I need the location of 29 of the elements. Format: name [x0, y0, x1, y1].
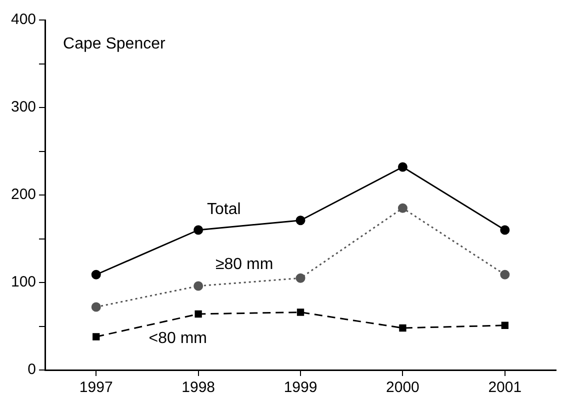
- series-label: <80 mm: [148, 330, 208, 347]
- point: [296, 273, 306, 283]
- x-tick-label: 1999: [284, 379, 318, 396]
- y-tick-label: 200: [10, 186, 36, 204]
- point: [91, 302, 101, 312]
- y-tick-label: 400: [10, 11, 36, 28]
- point: [194, 281, 204, 291]
- point: [194, 225, 204, 235]
- point: [91, 270, 101, 280]
- series-label: Total: [206, 201, 241, 218]
- x-tick-label: 2000: [386, 379, 420, 396]
- point: [399, 324, 406, 332]
- point: [296, 216, 306, 226]
- series-label: ≥80 mm: [215, 256, 274, 273]
- point: [500, 225, 510, 235]
- point: [92, 333, 100, 340]
- x-tick-label: 2001: [488, 379, 522, 396]
- x-tick-label: 1998: [182, 379, 216, 396]
- annotation: Cape Spencer: [63, 35, 166, 52]
- point: [501, 322, 508, 329]
- point: [296, 308, 304, 316]
- point: [194, 310, 202, 318]
- point: [398, 203, 408, 213]
- point: [398, 162, 408, 172]
- y-tick-label: 300: [10, 98, 36, 116]
- point: [500, 270, 510, 280]
- y-tick-label: 0: [28, 361, 36, 378]
- x-tick-label: 1997: [79, 379, 113, 396]
- y-tick-label: 100: [10, 274, 36, 291]
